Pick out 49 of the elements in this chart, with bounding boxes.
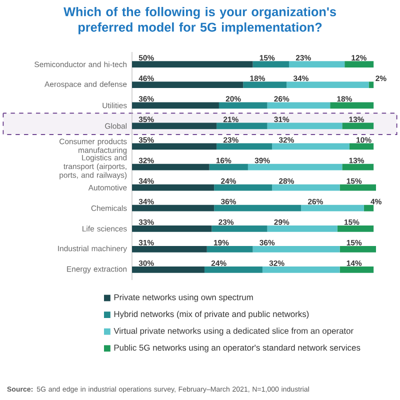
bar: [344, 61, 374, 68]
bar: [212, 225, 268, 232]
bar: [286, 82, 369, 88]
bar: [218, 102, 268, 109]
legend-label: Hybrid networks (mix of private and public networks): [114, 310, 309, 319]
bar: [340, 184, 376, 191]
bar: [272, 143, 350, 150]
bar: [132, 225, 212, 232]
bar: [340, 266, 374, 273]
legend-label: Virtual private networks using a dedicated slice from an operator: [114, 328, 354, 336]
bar: [252, 61, 290, 68]
bar: [209, 164, 248, 170]
bar: [262, 266, 340, 273]
bar: [272, 184, 340, 191]
bar: [252, 246, 340, 252]
bar: [330, 102, 374, 109]
legend-label: Public 5G networks using an operator's standard network services: [114, 344, 360, 352]
bar: [248, 164, 342, 170]
legend-label: Private networks using own spectrum: [114, 294, 253, 302]
bar: [349, 143, 374, 150]
bar: [132, 143, 217, 150]
bar: [368, 82, 374, 88]
bar: [342, 164, 374, 170]
bar: [342, 122, 374, 130]
bar: [132, 246, 207, 252]
bar: [132, 204, 214, 212]
bar: [206, 246, 253, 252]
bar: [267, 102, 330, 109]
bar: [214, 184, 272, 191]
bar: [214, 204, 302, 212]
bar: [267, 122, 342, 130]
bar: [132, 102, 219, 109]
bar: [204, 266, 262, 273]
bar: [132, 164, 210, 170]
bar: [132, 184, 214, 191]
bar: [132, 61, 253, 68]
bar: [364, 204, 374, 212]
bar: [132, 82, 244, 88]
bar: [289, 61, 345, 68]
bar: [132, 122, 217, 130]
bar: [216, 122, 268, 130]
chart-title: Which of the following is your organization's preferred model for 5G implementation?: [64, 6, 336, 34]
bar: [132, 266, 204, 273]
bar: [301, 204, 364, 212]
bar: [267, 225, 338, 232]
bar: [337, 225, 374, 232]
bar: [216, 143, 272, 150]
bar: [243, 82, 287, 88]
bar: [340, 246, 376, 252]
